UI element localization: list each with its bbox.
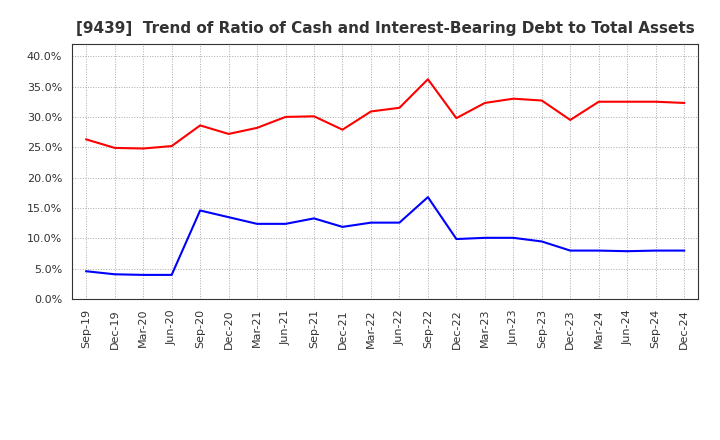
Line: Interest-Bearing Debt: Interest-Bearing Debt: [86, 197, 684, 275]
Legend: Cash, Interest-Bearing Debt: Cash, Interest-Bearing Debt: [243, 438, 527, 440]
Cash: [225, 131, 233, 136]
Interest-Bearing Debt: [253, 221, 261, 227]
Interest-Bearing Debt: [310, 216, 318, 221]
Cash: [480, 100, 489, 106]
Interest-Bearing Debt: [452, 236, 461, 242]
Cash: [509, 96, 518, 101]
Interest-Bearing Debt: [395, 220, 404, 225]
Interest-Bearing Debt: [623, 249, 631, 254]
Cash: [566, 117, 575, 123]
Cash: [282, 114, 290, 120]
Interest-Bearing Debt: [225, 215, 233, 220]
Cash: [623, 99, 631, 104]
Cash: [139, 146, 148, 151]
Interest-Bearing Debt: [423, 194, 432, 200]
Cash: [595, 99, 603, 104]
Cash: [395, 105, 404, 110]
Cash: [537, 98, 546, 103]
Interest-Bearing Debt: [167, 272, 176, 278]
Line: Cash: Cash: [86, 79, 684, 149]
Interest-Bearing Debt: [480, 235, 489, 241]
Interest-Bearing Debt: [82, 268, 91, 274]
Interest-Bearing Debt: [196, 208, 204, 213]
Cash: [366, 109, 375, 114]
Interest-Bearing Debt: [110, 271, 119, 277]
Interest-Bearing Debt: [338, 224, 347, 230]
Cash: [310, 114, 318, 119]
Interest-Bearing Debt: [366, 220, 375, 225]
Cash: [338, 127, 347, 132]
Cash: [110, 145, 119, 150]
Cash: [452, 115, 461, 121]
Interest-Bearing Debt: [282, 221, 290, 227]
Cash: [82, 137, 91, 142]
Cash: [652, 99, 660, 104]
Interest-Bearing Debt: [509, 235, 518, 241]
Interest-Bearing Debt: [595, 248, 603, 253]
Cash: [253, 125, 261, 131]
Cash: [167, 143, 176, 149]
Cash: [196, 123, 204, 128]
Cash: [423, 77, 432, 82]
Interest-Bearing Debt: [652, 248, 660, 253]
Cash: [680, 100, 688, 106]
Interest-Bearing Debt: [139, 272, 148, 278]
Title: [9439]  Trend of Ratio of Cash and Interest-Bearing Debt to Total Assets: [9439] Trend of Ratio of Cash and Intere…: [76, 21, 695, 36]
Interest-Bearing Debt: [537, 239, 546, 244]
Interest-Bearing Debt: [680, 248, 688, 253]
Interest-Bearing Debt: [566, 248, 575, 253]
